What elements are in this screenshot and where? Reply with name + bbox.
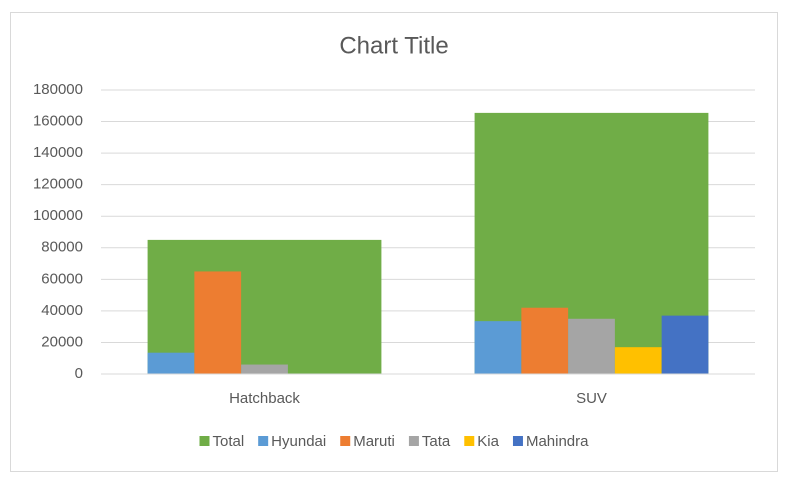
x-tick-label: SUV [576, 390, 607, 407]
legend-swatch [340, 436, 351, 446]
y-tick-label: 60000 [41, 270, 83, 287]
y-tick-label: 140000 [33, 144, 83, 161]
bar [521, 307, 569, 374]
legend-label: Hyundai [271, 433, 326, 450]
bar [614, 347, 662, 374]
legend-swatch [199, 436, 210, 446]
y-tick-label: 120000 [33, 176, 83, 193]
legend-label: Mahindra [526, 433, 589, 450]
legend-swatch [512, 436, 523, 446]
legend-label: Tata [422, 433, 451, 450]
bar [194, 271, 242, 374]
legend-swatch [408, 436, 419, 446]
y-tick-label: 20000 [41, 333, 83, 350]
y-tick-label: 80000 [41, 239, 83, 256]
bar [474, 321, 522, 374]
y-tick-label: 180000 [33, 81, 83, 98]
bar [568, 318, 615, 374]
legend-swatch [464, 436, 475, 446]
x-tick-label: Hatchback [229, 390, 300, 407]
bar [241, 364, 288, 374]
legend-label: Total [212, 433, 244, 450]
y-tick-label: 160000 [33, 113, 83, 130]
legend-label: Kia [477, 433, 499, 450]
y-tick-label: 0 [75, 365, 83, 382]
bar [147, 239, 382, 374]
legend-label: Maruti [353, 433, 395, 450]
legend-swatch [258, 436, 269, 446]
bar [147, 352, 195, 374]
bar [661, 315, 709, 374]
y-tick-label: 100000 [33, 207, 83, 224]
y-tick-label: 40000 [41, 302, 83, 319]
chart-title: Chart Title [339, 32, 448, 59]
